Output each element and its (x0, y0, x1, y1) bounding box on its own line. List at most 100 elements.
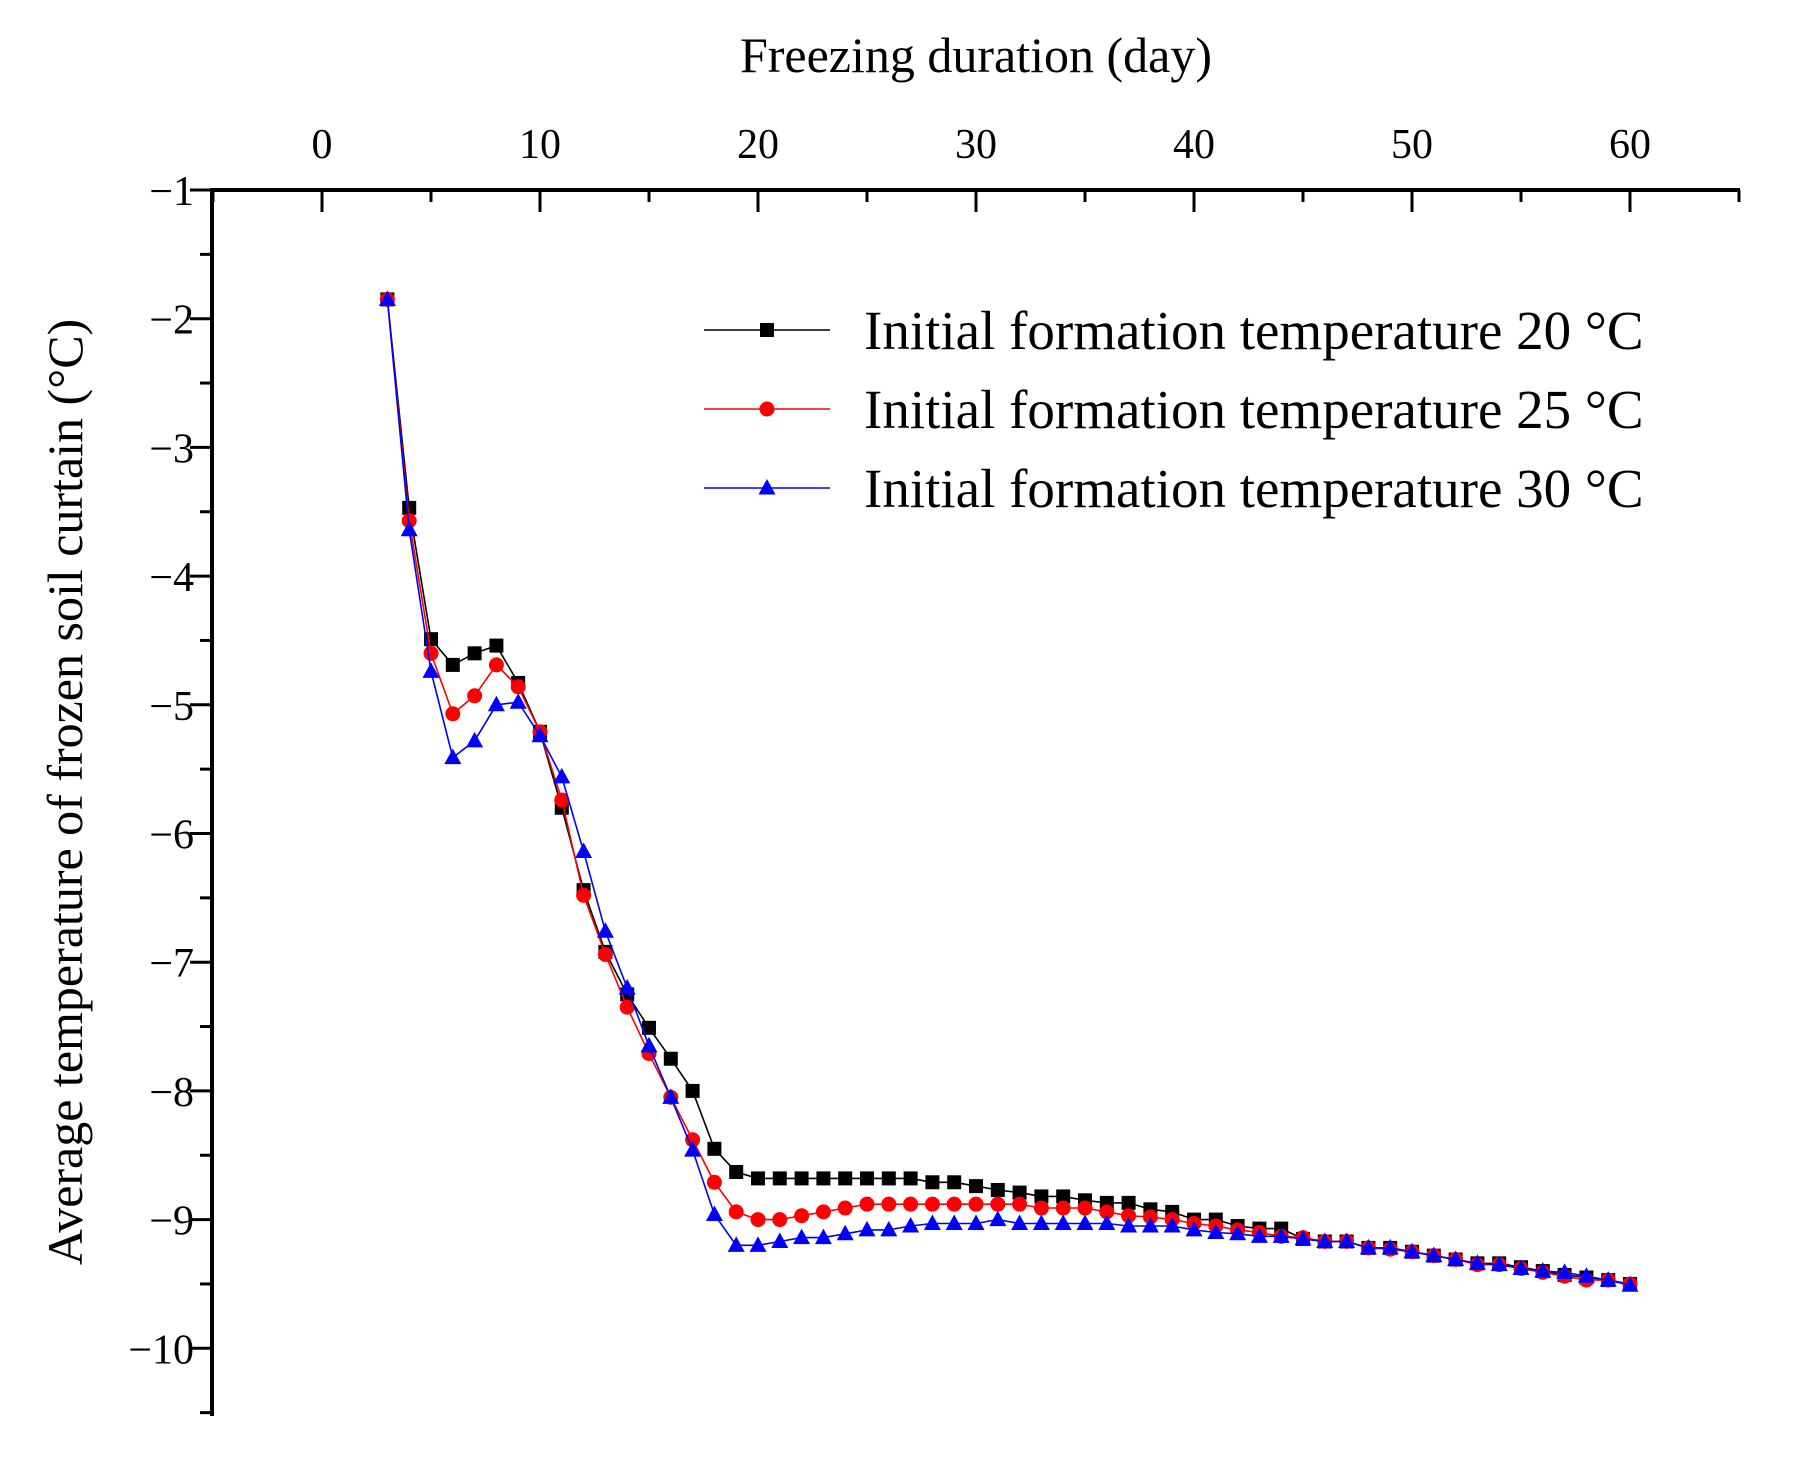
data-point (619, 999, 635, 1015)
data-point (903, 1171, 918, 1186)
x-tick-label: 20 (737, 122, 779, 168)
data-point (1011, 1214, 1029, 1230)
y-tick-label: −3 (149, 426, 194, 472)
data-point (1490, 1255, 1508, 1272)
data-point (531, 726, 549, 743)
y-tick-label: −5 (149, 684, 194, 730)
data-point (881, 1196, 897, 1212)
data-point (771, 1232, 789, 1248)
series-3 (378, 290, 1639, 1292)
data-point (1229, 1224, 1247, 1241)
data-point (794, 1171, 809, 1186)
data-point (1534, 1262, 1552, 1278)
data-point (1055, 1200, 1071, 1216)
legend-label: Initial formation temperature 20 °C (864, 300, 1644, 361)
data-point (858, 1220, 876, 1237)
data-point (467, 646, 482, 661)
legend: Initial formation temperature 20 °C Initi… (704, 300, 1644, 519)
data-point (489, 638, 504, 653)
data-point (663, 1051, 678, 1066)
data-point (750, 1212, 766, 1228)
data-point (1207, 1223, 1225, 1239)
data-point (903, 1196, 919, 1212)
data-point (1577, 1267, 1595, 1283)
data-point (751, 1171, 765, 1186)
data-point (1359, 1238, 1377, 1255)
data-point (727, 1236, 745, 1252)
data-point (1468, 1254, 1486, 1270)
data-point (576, 887, 592, 903)
data-point (642, 1020, 656, 1035)
y-tick-label: −4 (149, 555, 194, 601)
data-point (729, 1164, 744, 1179)
data-point (967, 1214, 985, 1230)
data-point (749, 1236, 767, 1252)
data-point (1403, 1242, 1421, 1259)
data-point (1076, 1214, 1094, 1230)
legend-item-2: Initial formation temperature 25 °C (704, 379, 1644, 440)
data-point (1033, 1200, 1049, 1216)
series-line (386, 299, 1631, 1285)
legend-marker (759, 401, 775, 417)
x-tick-label: 50 (1391, 122, 1433, 168)
data-point (772, 1171, 787, 1186)
data-point (794, 1208, 810, 1224)
series-line (386, 299, 1631, 1286)
data-point (881, 1171, 896, 1186)
data-point (860, 1171, 874, 1186)
data-point (1077, 1200, 1093, 1216)
legend-marker (760, 323, 774, 337)
y-tick-label: −9 (149, 1199, 194, 1245)
data-point (378, 290, 396, 306)
data-point (1338, 1232, 1356, 1248)
data-point (597, 946, 613, 962)
data-point (1098, 1214, 1116, 1230)
x-tick-label: 30 (955, 122, 997, 168)
data-point (1294, 1229, 1312, 1246)
data-point (445, 657, 460, 672)
data-point (1034, 1189, 1049, 1204)
data-point (1054, 1214, 1072, 1230)
data-point (1381, 1238, 1399, 1255)
y-tick-label: −10 (128, 1327, 194, 1373)
y-tick-label: −8 (149, 1070, 194, 1116)
data-point (1141, 1217, 1159, 1233)
data-point (554, 792, 570, 808)
data-point (925, 1175, 940, 1190)
data-point (510, 679, 526, 695)
data-point (838, 1171, 853, 1186)
data-point (1250, 1227, 1268, 1243)
data-point (640, 1036, 658, 1053)
data-point (989, 1210, 1007, 1227)
legend-item-3: Initial formation temperature 30 °C (704, 458, 1644, 519)
data-point (1121, 1195, 1136, 1210)
data-point (1012, 1196, 1028, 1212)
data-point (969, 1179, 983, 1194)
data-point (1599, 1271, 1617, 1287)
data-point (990, 1182, 1005, 1197)
data-point (837, 1200, 853, 1216)
data-point (487, 695, 505, 712)
data-point (1120, 1217, 1138, 1233)
data-point (815, 1204, 831, 1220)
axes: 0 10 20 30 40 50 60 −1 −2 −3 −4 −5 −6 −7 −8 −9 −10 (128, 122, 1741, 1416)
x-tick-label: 0 (312, 122, 333, 168)
data-point (1621, 1276, 1639, 1292)
data-point (445, 706, 461, 722)
data-point (1272, 1227, 1290, 1243)
data-point (772, 1212, 788, 1228)
data-point (880, 1220, 898, 1237)
data-point (705, 1205, 723, 1221)
data-point (946, 1196, 962, 1212)
data-point (1556, 1263, 1574, 1279)
data-point (1425, 1246, 1443, 1263)
data-point (1163, 1217, 1181, 1233)
data-point (947, 1175, 962, 1190)
x-tick-label: 60 (1609, 122, 1651, 168)
data-point (684, 1141, 702, 1157)
data-point (423, 645, 439, 661)
series-1 (380, 292, 1637, 1291)
series-layer (378, 290, 1639, 1292)
data-point (685, 1083, 700, 1098)
legend-label: Initial formation temperature 30 °C (864, 458, 1644, 519)
